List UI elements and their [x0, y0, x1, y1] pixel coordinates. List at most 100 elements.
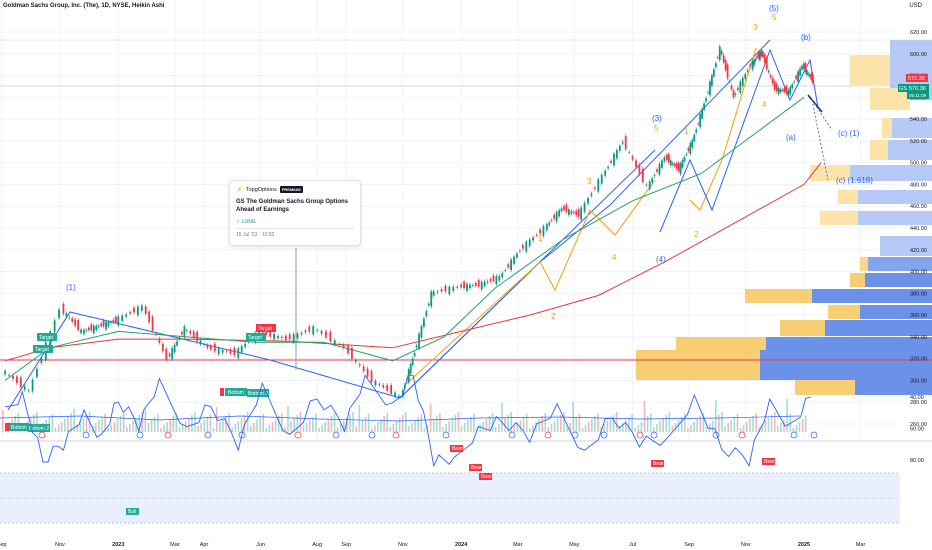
volume-bar [457, 412, 460, 432]
volume-bar [401, 415, 404, 432]
candle [390, 384, 393, 395]
volume-bar [119, 416, 122, 432]
events-row[interactable] [38, 431, 818, 439]
channel-line[interactable] [399, 39, 771, 399]
candle [366, 368, 369, 377]
volume-bar [73, 409, 75, 432]
vp-bar [636, 350, 760, 380]
volume-bar [560, 415, 562, 432]
candle [225, 350, 228, 352]
time-axis[interactable]: Sep Nov 2023 Mar Apr Jun Aug Sep Nov 2024 Mar May Ju… [0, 542, 865, 548]
idea-date: 15 Jul '23 · 12:03 [236, 228, 354, 238]
volume-bar [525, 414, 528, 432]
event-icon [332, 431, 340, 439]
bear-label: Bear [452, 446, 463, 452]
candle [121, 315, 124, 321]
candle [697, 123, 700, 125]
candle [751, 60, 754, 70]
candle [77, 320, 80, 331]
candle [711, 75, 713, 86]
volume-bar [163, 425, 165, 432]
vp-bar [820, 211, 858, 225]
candle [580, 207, 583, 220]
volume-bar [405, 412, 407, 432]
volume-bar [70, 413, 72, 432]
candle [158, 338, 161, 343]
volume-bar [135, 418, 137, 432]
volume-bar [516, 423, 519, 432]
projection-dotted[interactable] [811, 99, 829, 181]
volume-bar [612, 415, 615, 432]
volume-bar [752, 416, 754, 432]
candle [709, 81, 711, 96]
target-label-bg [33, 345, 53, 353]
projection-arrow[interactable] [807, 94, 823, 113]
volume-bar [305, 423, 308, 432]
candle [631, 156, 634, 160]
volume-bar [79, 421, 82, 432]
volume-bar [662, 418, 664, 432]
volume-bar [150, 420, 153, 432]
wave-line[interactable] [689, 47, 757, 211]
volume-bar [556, 418, 559, 432]
candle [600, 174, 603, 184]
candle [808, 74, 811, 77]
x-tick-label: Sep [0, 542, 7, 548]
bear-label: Bear [764, 459, 775, 465]
volume-bar [597, 413, 599, 432]
candle [691, 139, 694, 148]
volume-bar [715, 400, 717, 432]
price-axis[interactable]: 260.00 280.00 300.00 320.00 340.00 360.00 380.… [910, 30, 927, 428]
x-tick-label: Nov [55, 542, 65, 548]
candle [192, 331, 195, 338]
candle [148, 311, 151, 323]
candle [665, 154, 668, 160]
candle [553, 214, 556, 219]
candle [183, 326, 186, 338]
volume-bar [566, 426, 568, 432]
volume-bar [2, 410, 4, 432]
candle [712, 69, 715, 77]
volume-bar [423, 428, 426, 432]
candle [277, 335, 279, 339]
volume-bar [742, 425, 745, 432]
rsi-axis[interactable]: 40.00 60.00 80.00 [910, 395, 924, 464]
candle [80, 329, 82, 333]
candle [90, 324, 93, 331]
volume-bar [234, 424, 237, 432]
annotation-wave-c1: (c) (1) [838, 129, 860, 138]
candle [535, 234, 538, 236]
volume-bar [643, 401, 646, 432]
x-tick-label: Nov [398, 542, 408, 548]
candle [351, 347, 353, 360]
candle [74, 319, 77, 326]
idea-title[interactable]: GS The Goldman Sachs Group Options Ahead… [236, 199, 349, 213]
candle [749, 64, 752, 67]
vp-bar [745, 289, 812, 303]
volume-bar [783, 420, 785, 432]
candle [31, 379, 34, 392]
x-tick-label: Nov [741, 542, 751, 548]
volume-bar [637, 425, 640, 432]
idea-card[interactable]: ⚡ TopgOptions PREMIUM GS The Goldman Sac… [229, 180, 361, 246]
candle [110, 322, 112, 323]
wave-line[interactable] [404, 179, 656, 386]
volume-bar [327, 419, 330, 432]
volume-bar [687, 428, 689, 432]
candle [308, 326, 311, 332]
event-icon [82, 431, 90, 439]
candle [555, 212, 558, 222]
x-tick-label: 2023 [112, 542, 124, 548]
candle [746, 70, 749, 72]
volume-bar [801, 419, 804, 432]
y-tick-label: 360.00 [910, 313, 927, 319]
candle [763, 54, 766, 64]
currency-label[interactable]: USD [909, 3, 922, 9]
wave-line[interactable] [659, 48, 819, 233]
volume-bar [510, 412, 512, 432]
volume-bar [219, 422, 221, 432]
candle [176, 341, 178, 346]
volume-bar [126, 427, 128, 432]
volume-bar [479, 425, 481, 432]
